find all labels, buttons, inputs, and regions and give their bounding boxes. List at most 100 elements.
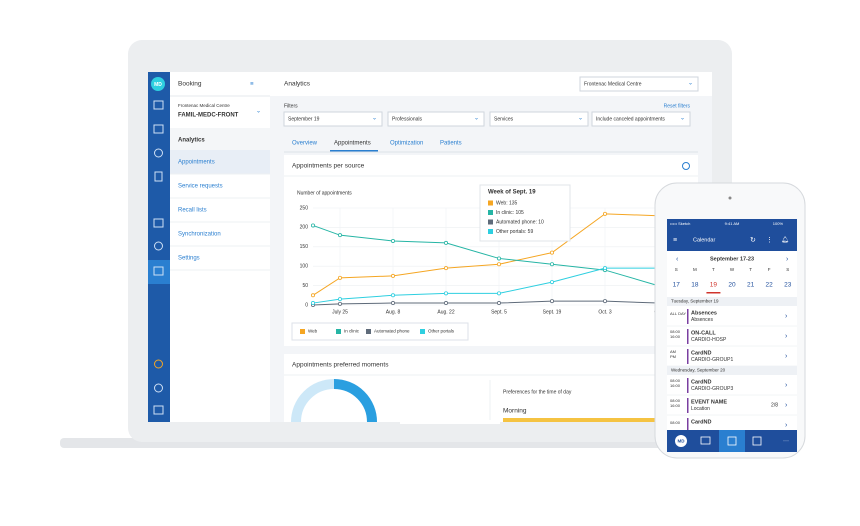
- x-tick-label: Aug. 8: [386, 309, 401, 315]
- tab-more[interactable]: ···: [783, 439, 789, 445]
- event-time: AM: [670, 349, 676, 354]
- weekday: W: [730, 267, 735, 272]
- more-icon[interactable]: ⋮: [766, 237, 773, 244]
- pref-bar: [503, 418, 690, 422]
- tab-active[interactable]: [719, 430, 745, 452]
- filter-chevron: ⌄: [474, 116, 479, 122]
- bell-icon[interactable]: 🔔︎: [781, 236, 789, 244]
- prev-week[interactable]: ‹: [676, 256, 679, 263]
- event-sub: CARDIO-HOSP: [691, 337, 727, 343]
- weekday: T: [749, 267, 752, 272]
- filter-text: September 19: [288, 116, 320, 122]
- tooltip-swatch: [488, 229, 493, 234]
- series-line: [312, 267, 658, 304]
- nav-active[interactable]: [170, 150, 270, 174]
- tooltip-swatch: [488, 210, 493, 215]
- tab-icons: [700, 436, 762, 446]
- sidebar-icons: [153, 100, 164, 415]
- nav-item[interactable]: Settings: [178, 256, 200, 262]
- phone-camera: [728, 196, 732, 200]
- data-point: [603, 266, 608, 271]
- event-sub: CARDIO-GROUP1: [691, 357, 733, 363]
- tab-logo-bg[interactable]: [675, 435, 687, 447]
- legend-swatch: [336, 329, 341, 334]
- tooltip-item: Web: 135: [496, 200, 518, 206]
- data-point: [337, 275, 342, 280]
- refresh-icon[interactable]: ↻: [750, 237, 756, 244]
- filter-select[interactable]: [387, 111, 485, 127]
- data-point: [310, 293, 315, 298]
- weekday: T: [712, 267, 715, 272]
- data-point: [550, 299, 555, 304]
- data-point: [443, 266, 448, 271]
- event-chevron[interactable]: ›: [785, 382, 788, 389]
- tab[interactable]: Patients: [440, 141, 462, 147]
- date[interactable]: 17: [673, 282, 681, 289]
- filter-select[interactable]: [489, 111, 589, 127]
- event-bar: [687, 349, 689, 364]
- event-time: PM: [670, 354, 676, 359]
- event-badge: 2/8: [771, 402, 778, 408]
- nav-item[interactable]: Recall lists: [178, 208, 207, 214]
- info-icon[interactable]: [682, 162, 690, 170]
- chart-title: Appointments per source: [292, 163, 365, 170]
- sidebar: [148, 72, 170, 422]
- filter-chevron: ⌄: [372, 116, 377, 122]
- date[interactable]: 23: [784, 282, 792, 289]
- event-chevron[interactable]: ›: [785, 333, 788, 340]
- clinic-code: FAMIL-MEDC-FRONT: [178, 113, 239, 119]
- event-chevron[interactable]: ›: [785, 402, 788, 409]
- weekday: F: [768, 267, 771, 272]
- tab[interactable]: Appointments: [334, 141, 371, 147]
- date[interactable]: 21: [747, 282, 755, 289]
- series-line: [312, 224, 659, 287]
- data-point: [550, 280, 555, 285]
- phone-screen: [667, 219, 797, 452]
- event-time: 16:00: [670, 403, 681, 408]
- date[interactable]: 19: [710, 282, 718, 289]
- notification-icon: [154, 359, 163, 369]
- sidebar-active: [148, 260, 170, 284]
- next-week[interactable]: ›: [786, 256, 789, 263]
- event-bar: [687, 378, 689, 393]
- legend-label: Automated phone: [374, 329, 410, 334]
- event-title[interactable]: Absences: [691, 310, 717, 316]
- menu-icon[interactable]: ≡: [250, 82, 254, 88]
- clinic-select[interactable]: [579, 76, 699, 92]
- date[interactable]: 22: [766, 282, 774, 289]
- date[interactable]: 18: [691, 282, 699, 289]
- event-title[interactable]: EVENT NAME: [691, 399, 727, 405]
- day-header: Tuesday, September 19: [671, 299, 719, 304]
- event-title[interactable]: CardND: [691, 379, 712, 385]
- event-title[interactable]: CardND: [691, 350, 712, 356]
- y-tick-label: 100: [300, 264, 309, 270]
- filter-select[interactable]: [591, 111, 691, 127]
- event-bar: [687, 309, 689, 324]
- event-chevron[interactable]: ›: [785, 313, 788, 320]
- event-chevron[interactable]: ›: [785, 422, 788, 429]
- y-tick-label: 150: [300, 244, 309, 250]
- data-point: [390, 293, 395, 298]
- clinic-chevron[interactable]: ⌄: [256, 109, 261, 115]
- chart-card: [284, 155, 698, 346]
- nav-item[interactable]: Synchronization: [178, 232, 221, 238]
- menu-icon[interactable]: ≡: [673, 237, 677, 244]
- filter-select[interactable]: [283, 111, 383, 127]
- nav-item[interactable]: Appointments: [178, 160, 215, 166]
- event-chevron[interactable]: ›: [785, 353, 788, 360]
- event-title[interactable]: CardND: [691, 419, 712, 425]
- legend-swatch: [366, 329, 371, 334]
- nav-title: Booking: [178, 81, 202, 88]
- tooltip-item: In clinic: 105: [496, 210, 524, 216]
- event-title[interactable]: ON-CALL: [691, 330, 716, 336]
- weekday: M: [693, 267, 697, 272]
- nav-item[interactable]: Service requests: [178, 184, 223, 190]
- date[interactable]: 20: [728, 282, 736, 289]
- event-bar: [687, 398, 689, 413]
- event-time: 08:00: [670, 420, 681, 425]
- data-point: [310, 223, 315, 228]
- tab[interactable]: Overview: [292, 141, 318, 147]
- tab[interactable]: Optimization: [390, 141, 423, 147]
- reset-filters[interactable]: Reset filters: [664, 103, 691, 109]
